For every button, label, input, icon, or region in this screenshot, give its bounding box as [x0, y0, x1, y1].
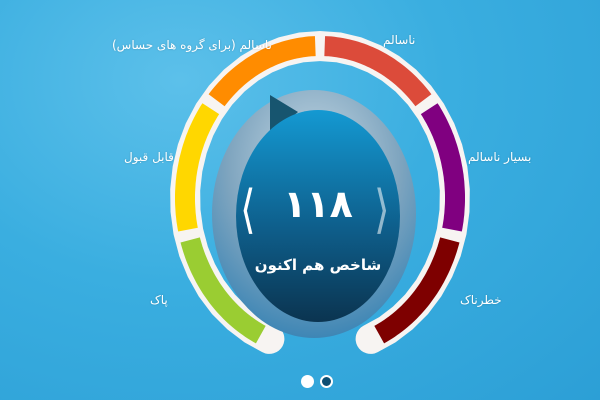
- label-unhealthy-sensitive: ناسالم (برای گروه های حساس): [112, 38, 272, 52]
- gauge-band: [170, 30, 470, 354]
- pager-dot-1[interactable]: [301, 375, 314, 388]
- label-good: پاک: [150, 293, 168, 307]
- gauge-segment: [175, 103, 220, 232]
- gauge-segment: [180, 237, 266, 344]
- label-moderate: قابل قبول: [124, 150, 174, 164]
- aqi-caption: شاخص هم اکنون: [254, 256, 382, 274]
- gauge-band-outline: [170, 30, 470, 354]
- gauge-segment: [374, 237, 460, 344]
- pager-dot-2[interactable]: [320, 375, 333, 388]
- gauge-segment: [208, 36, 316, 107]
- label-very-unhealthy: بسیار ناسالم: [468, 150, 532, 164]
- chevron-left-icon[interactable]: ⟨: [240, 180, 256, 240]
- label-unhealthy: ناسالم: [383, 33, 416, 47]
- aqi-value: ۱۱۸: [283, 182, 353, 226]
- gauge-segment: [420, 103, 465, 232]
- chevron-right-icon[interactable]: ⟩: [374, 180, 390, 240]
- gauge-disc: [236, 110, 400, 322]
- label-hazardous: خطرناک: [460, 293, 502, 307]
- gauge-segment: [324, 36, 432, 107]
